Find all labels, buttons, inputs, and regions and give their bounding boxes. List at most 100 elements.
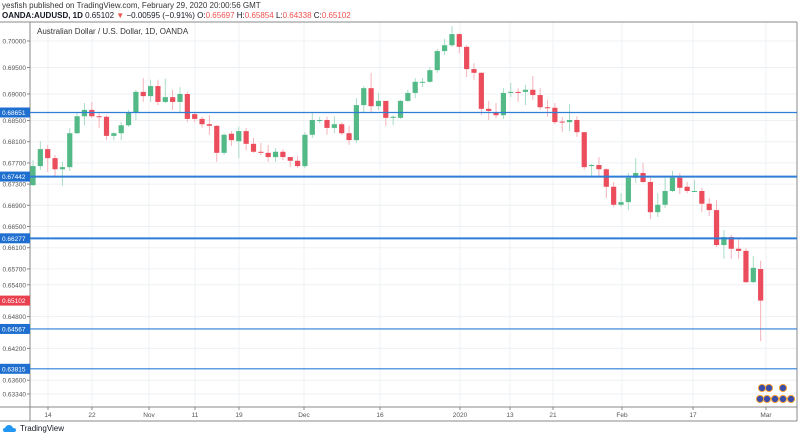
candle-down[interactable]	[368, 88, 374, 107]
candle-up[interactable]	[390, 116, 396, 118]
candle-up[interactable]	[434, 51, 440, 71]
candle-up[interactable]	[162, 97, 168, 102]
candle-up[interactable]	[412, 81, 418, 93]
candle-up[interactable]	[67, 133, 73, 168]
candle-up[interactable]	[353, 105, 359, 141]
economic-event-flag-icon[interactable]	[762, 394, 772, 404]
candle-up[interactable]	[449, 34, 455, 46]
candle-up[interactable]	[125, 112, 132, 126]
candle-up[interactable]	[148, 86, 154, 97]
candle-down[interactable]	[170, 97, 176, 102]
candle-up[interactable]	[633, 172, 639, 178]
candle-down[interactable]	[346, 133, 352, 141]
candle-up[interactable]	[662, 190, 668, 205]
candle-down[interactable]	[265, 152, 271, 158]
candle-up[interactable]	[419, 81, 426, 83]
candle-up[interactable]	[133, 91, 139, 113]
candle-up[interactable]	[655, 204, 661, 213]
candle-down[interactable]	[140, 91, 146, 97]
candle-down[interactable]	[486, 108, 492, 111]
candle-down[interactable]	[684, 186, 690, 191]
candle-down[interactable]	[295, 160, 301, 167]
candle-down[interactable]	[206, 124, 212, 126]
candle-down[interactable]	[228, 133, 235, 141]
candle-down[interactable]	[596, 165, 602, 170]
candle-down[interactable]	[611, 186, 617, 205]
candle-down[interactable]	[713, 210, 720, 246]
candle-down[interactable]	[103, 116, 110, 136]
candle-down[interactable]	[243, 131, 249, 144]
candle-up[interactable]	[331, 124, 337, 128]
candle-down[interactable]	[493, 112, 499, 116]
candle-up[interactable]	[721, 237, 727, 246]
candle-down[interactable]	[324, 119, 330, 128]
candle-down[interactable]	[45, 149, 51, 159]
candle-down[interactable]	[192, 114, 198, 119]
candle-up[interactable]	[272, 151, 279, 158]
candle-up[interactable]	[221, 134, 227, 153]
candle-down[interactable]	[214, 125, 220, 153]
candle-up[interactable]	[317, 119, 323, 121]
candle-down[interactable]	[456, 34, 462, 47]
candle-down[interactable]	[647, 181, 653, 213]
candle-down[interactable]	[706, 203, 712, 211]
candle-down[interactable]	[559, 121, 565, 123]
candle-up[interactable]	[589, 165, 595, 167]
candle-up[interactable]	[361, 88, 367, 106]
economic-event-flag-icon[interactable]	[770, 394, 780, 404]
candle-down[interactable]	[603, 169, 609, 187]
candle-up[interactable]	[375, 100, 382, 107]
candle-up[interactable]	[508, 91, 514, 93]
candle-up[interactable]	[500, 92, 506, 116]
candle-down[interactable]	[96, 116, 102, 118]
candle-up[interactable]	[625, 177, 631, 203]
economic-event-flag-icon[interactable]	[757, 383, 767, 393]
candle-up[interactable]	[750, 267, 756, 283]
candle-down[interactable]	[258, 151, 264, 153]
economic-event-flag-icon[interactable]	[764, 383, 774, 393]
candle-up[interactable]	[397, 100, 404, 118]
candle-up[interactable]	[59, 167, 65, 170]
economic-event-flag-icon[interactable]	[786, 394, 796, 404]
candle-up[interactable]	[442, 45, 448, 52]
candle-down[interactable]	[199, 118, 205, 125]
candle-down[interactable]	[552, 107, 558, 123]
candle-down[interactable]	[250, 143, 257, 152]
candle-down[interactable]	[339, 124, 345, 134]
candle-down[interactable]	[52, 158, 58, 170]
candle-down[interactable]	[464, 46, 470, 70]
candle-down[interactable]	[383, 100, 389, 118]
candle-down[interactable]	[155, 86, 161, 102]
candle-down[interactable]	[478, 72, 484, 109]
candle-up[interactable]	[302, 134, 308, 167]
candle-down[interactable]	[574, 119, 580, 133]
candle-up[interactable]	[236, 131, 242, 142]
candle-down[interactable]	[287, 157, 293, 161]
candle-down[interactable]	[537, 95, 543, 108]
candle-down[interactable]	[581, 132, 587, 168]
candle-up[interactable]	[618, 202, 624, 205]
candle-up[interactable]	[177, 94, 183, 102]
candle-down[interactable]	[677, 177, 683, 188]
candle-down[interactable]	[699, 190, 705, 204]
candle-up[interactable]	[118, 125, 124, 134]
candle-up[interactable]	[566, 119, 573, 123]
economic-event-flag-icon[interactable]	[778, 394, 788, 404]
candle-up[interactable]	[37, 149, 43, 167]
candle-up[interactable]	[427, 70, 433, 82]
candle-up[interactable]	[111, 133, 117, 136]
candle-up[interactable]	[669, 177, 676, 191]
candle-up[interactable]	[522, 89, 529, 92]
candle-down[interactable]	[280, 151, 286, 158]
candle-up[interactable]	[309, 119, 315, 135]
tradingview-logo[interactable]: TradingView	[3, 424, 64, 433]
candle-down[interactable]	[515, 91, 521, 93]
economic-event-flag-icon[interactable]	[778, 383, 788, 393]
candle-down[interactable]	[471, 69, 477, 73]
economic-event-flag-icon[interactable]	[755, 394, 765, 404]
candle-up[interactable]	[74, 116, 80, 134]
candle-down[interactable]	[184, 94, 190, 119]
candle-down[interactable]	[728, 237, 734, 249]
candle-down[interactable]	[736, 248, 742, 251]
